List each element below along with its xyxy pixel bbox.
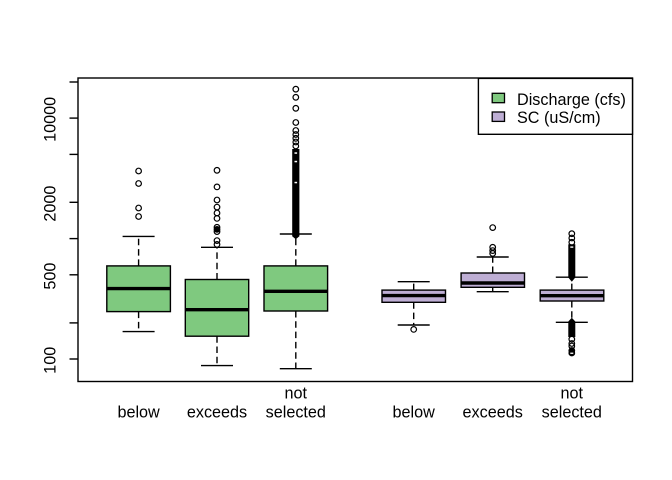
svg-text:not: not (561, 384, 584, 402)
svg-text:2000: 2000 (42, 186, 60, 222)
svg-text:selected: selected (542, 404, 602, 422)
svg-text:500: 500 (42, 263, 60, 290)
svg-text:below: below (393, 404, 436, 422)
svg-text:10000: 10000 (42, 97, 60, 142)
svg-text:below: below (117, 404, 160, 422)
svg-text:not: not (285, 384, 308, 402)
svg-text:exceeds: exceeds (187, 404, 247, 422)
svg-text:exceeds: exceeds (463, 404, 523, 422)
svg-text:100: 100 (42, 347, 60, 374)
svg-text:Discharge (cfs): Discharge (cfs) (517, 91, 626, 109)
svg-text:selected: selected (266, 404, 326, 422)
svg-text:SC (uS/cm): SC (uS/cm) (517, 109, 601, 127)
